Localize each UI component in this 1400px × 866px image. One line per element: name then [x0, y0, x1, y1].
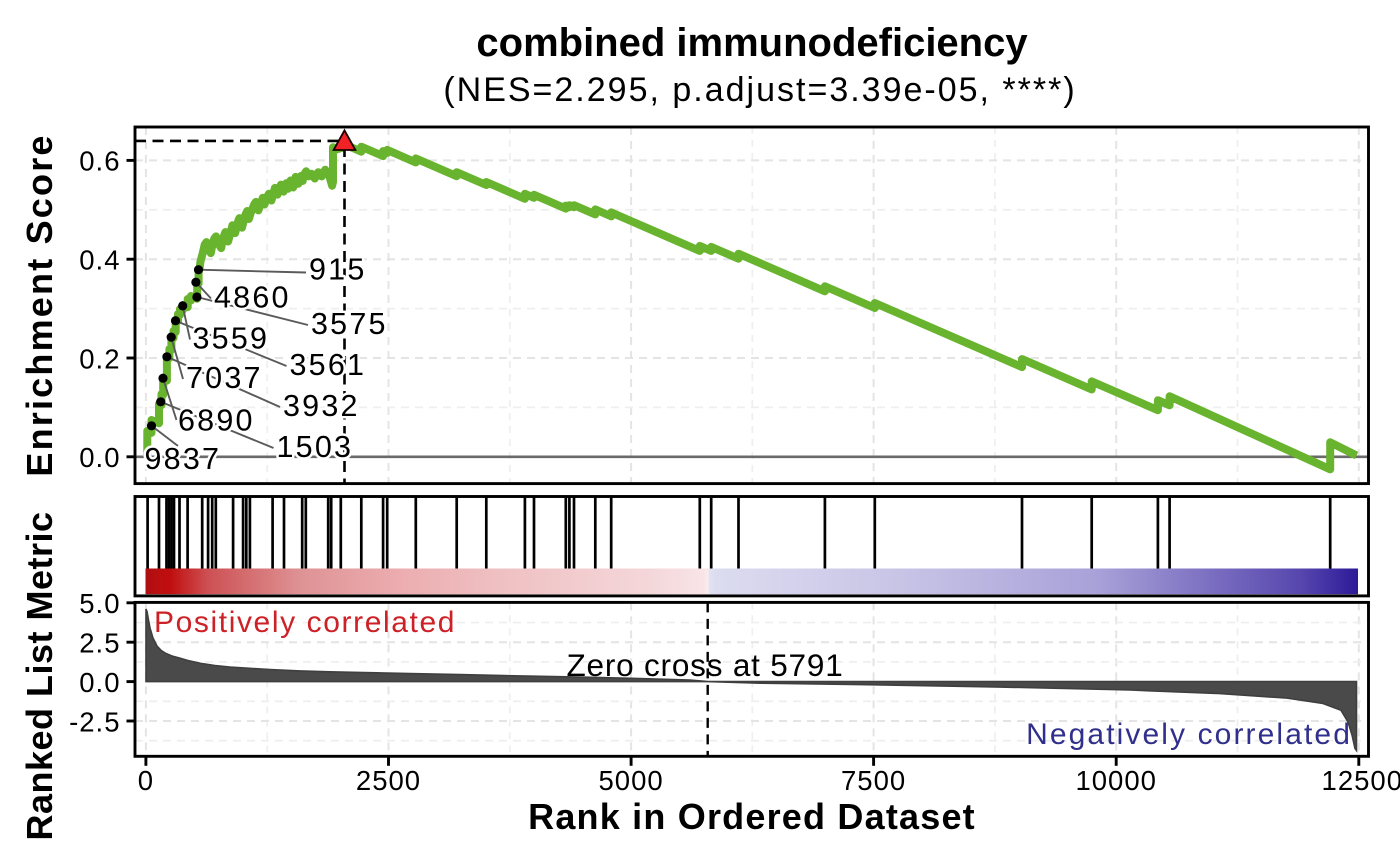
svg-text:2500: 2500 — [356, 765, 421, 796]
svg-text:3575: 3575 — [311, 307, 388, 341]
svg-text:12500: 12500 — [1322, 765, 1400, 796]
svg-text:7500: 7500 — [841, 765, 906, 796]
svg-text:10000: 10000 — [1075, 765, 1156, 796]
svg-text:3932: 3932 — [283, 389, 360, 423]
svg-text:Ranked List Metric: Ranked List Metric — [19, 511, 60, 840]
svg-text:7037: 7037 — [186, 361, 263, 395]
svg-text:6890: 6890 — [178, 404, 255, 438]
svg-text:3559: 3559 — [193, 322, 270, 356]
svg-text:Negatively correlated: Negatively correlated — [1026, 718, 1352, 751]
svg-text:915: 915 — [309, 253, 367, 287]
svg-text:0.0: 0.0 — [79, 667, 120, 698]
svg-text:1503: 1503 — [277, 430, 354, 464]
svg-text:0.2: 0.2 — [79, 343, 120, 374]
svg-text:Enrichment Score: Enrichment Score — [19, 133, 60, 476]
svg-text:0.6: 0.6 — [79, 146, 120, 177]
svg-text:0: 0 — [138, 765, 154, 796]
svg-text:9837: 9837 — [145, 442, 222, 476]
svg-text:Positively correlated: Positively correlated — [154, 606, 456, 639]
svg-text:3561: 3561 — [290, 348, 367, 382]
svg-text:(NES=2.295, p.adjust=3.39e-05,: (NES=2.295, p.adjust=3.39e-05, ****) — [443, 71, 1076, 109]
svg-text:combined immunodeficiency: combined immunodeficiency — [476, 21, 1028, 65]
svg-text:-2.5: -2.5 — [69, 706, 120, 737]
svg-text:Rank in Ordered Dataset: Rank in Ordered Dataset — [528, 796, 976, 837]
svg-text:4860: 4860 — [214, 281, 291, 315]
svg-text:0.4: 0.4 — [79, 245, 120, 276]
svg-text:Zero cross at 5791: Zero cross at 5791 — [566, 647, 843, 683]
svg-text:0.0: 0.0 — [79, 442, 120, 473]
svg-text:5000: 5000 — [599, 765, 664, 796]
svg-text:2.5: 2.5 — [79, 628, 120, 659]
svg-text:5.0: 5.0 — [79, 588, 120, 619]
